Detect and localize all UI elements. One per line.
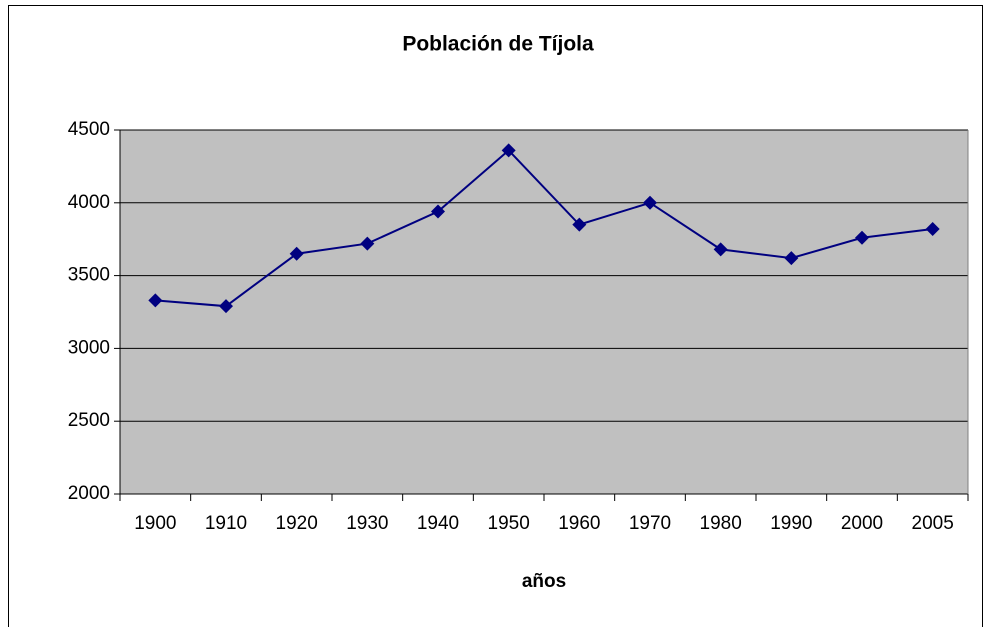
- x-tick-label: 1950: [488, 513, 530, 534]
- y-tick-label: 3500: [68, 265, 110, 286]
- x-tick-label: 1980: [700, 513, 742, 534]
- y-tick-label: 2500: [68, 410, 110, 431]
- data-point: [855, 230, 869, 245]
- x-tick-label: 1960: [558, 513, 600, 534]
- x-tick-label: 2005: [912, 513, 954, 534]
- chart-title: Población de Tíjola: [402, 33, 594, 56]
- x-tick-label: 1900: [134, 513, 176, 534]
- x-tick-label: 1920: [276, 513, 318, 534]
- x-tick-label: 1940: [417, 513, 459, 534]
- x-tick-label: 2000: [841, 513, 883, 534]
- y-tick-label: 4000: [68, 192, 110, 213]
- x-tick-label: 1910: [205, 513, 247, 534]
- data-point: [925, 222, 940, 237]
- data-point: [784, 251, 799, 266]
- data-point: [643, 195, 657, 210]
- series-line: [155, 149, 933, 308]
- data-point: [431, 204, 445, 219]
- x-axis-title: años: [522, 571, 566, 592]
- x-tick-label: 1970: [629, 513, 671, 534]
- data-point: [219, 299, 233, 314]
- data-point: [289, 246, 304, 261]
- data-point: [501, 143, 516, 158]
- x-tick-label: 1990: [770, 513, 812, 534]
- plot-area: [120, 130, 968, 494]
- data-point: [360, 236, 375, 251]
- y-tick-label: 2000: [68, 483, 110, 504]
- x-tick-label: 1930: [346, 513, 388, 534]
- y-tick-label: 4500: [68, 119, 110, 140]
- data-point: [713, 242, 728, 257]
- data-point: [572, 217, 587, 232]
- y-tick-label: 3000: [68, 337, 110, 358]
- data-point: [148, 293, 163, 308]
